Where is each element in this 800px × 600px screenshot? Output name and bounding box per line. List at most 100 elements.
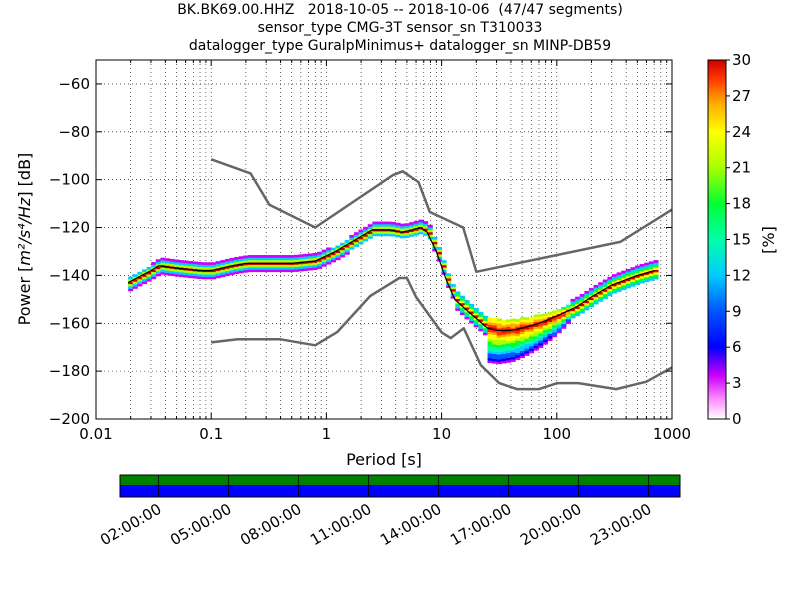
- ppsd-cell: [542, 341, 548, 345]
- colorbar-tick-label: 21: [732, 159, 751, 177]
- ppsd-cell: [538, 342, 544, 346]
- ppsd-cell: [450, 291, 456, 294]
- ppsd-cell: [344, 240, 350, 243]
- ppsd-cell: [598, 284, 604, 288]
- ppsd-cell: [616, 274, 622, 278]
- ppsd-cell: [409, 234, 415, 237]
- ppsd-cell: [648, 275, 654, 279]
- ppsd-cell: [376, 233, 383, 237]
- ppsd-cell: [243, 260, 249, 263]
- ppsd-cell: [644, 269, 650, 273]
- ppsd-cell: [533, 336, 539, 339]
- ppsd-cell: [326, 257, 332, 260]
- ppsd-cell: [542, 322, 548, 326]
- ppsd-cell: [289, 259, 295, 263]
- ppsd-cell: [395, 225, 401, 228]
- ppsd-cell: [556, 323, 562, 327]
- ppsd-cell: [188, 275, 194, 279]
- ppsd-cell: [321, 259, 327, 262]
- ppsd-cell: [515, 347, 521, 351]
- new-high-noise-model-line: [210, 158, 672, 274]
- ppsd-cell: [630, 269, 636, 273]
- ppsd-cell: [533, 345, 539, 349]
- ppsd-cell: [252, 269, 258, 273]
- ppsd-cell: [529, 343, 535, 347]
- ppsd-cell: [552, 324, 558, 328]
- ppsd-cell: [390, 233, 396, 237]
- ppsd-cell: [621, 277, 627, 281]
- ppsd-cell: [201, 274, 207, 277]
- ppsd-cell: [505, 336, 512, 339]
- ppsd-cell: [418, 219, 424, 223]
- ppsd-cell: [478, 314, 484, 317]
- ppsd-cell: [229, 265, 235, 268]
- ppsd-cell: [653, 262, 659, 266]
- ppsd-cell: [197, 273, 203, 277]
- ppsd-cell: [487, 353, 493, 356]
- ppsd-cell: [247, 257, 254, 261]
- ppsd-cell: [280, 269, 286, 273]
- ppsd-cell: [616, 284, 622, 288]
- ppsd-cell: [565, 304, 571, 308]
- ppsd-cell: [164, 263, 171, 266]
- ppsd-cell: [432, 244, 438, 247]
- ppsd-cell: [280, 259, 286, 263]
- ppsd-cell: [326, 249, 332, 253]
- x-tick-label: 10: [432, 425, 451, 443]
- ppsd-cell: [464, 302, 470, 306]
- ppsd-cell: [501, 348, 507, 352]
- ppsd-cell: [141, 271, 148, 275]
- ppsd-cell: [533, 321, 539, 325]
- ppsd-cell: [188, 270, 194, 274]
- ppsd-cell: [648, 261, 654, 265]
- y-tick-label: −80: [58, 123, 90, 141]
- ppsd-cell: [492, 322, 498, 326]
- ppsd-cell: [501, 351, 507, 354]
- ppsd-cell: [155, 261, 161, 265]
- title-line-1: BK.BK69.00.HHZ 2018-10-05 -- 2018-10-06 …: [177, 2, 623, 18]
- ppsd-cell: [510, 323, 516, 327]
- y-tick-label: −100: [49, 171, 90, 189]
- ppsd-cell: [505, 321, 512, 325]
- ppsd-cell: [298, 254, 304, 258]
- ppsd-cell: [215, 270, 221, 274]
- ppsd-cell: [538, 314, 544, 317]
- ppsd-cell: [621, 273, 627, 276]
- colorbar-tick-label: 24: [732, 123, 751, 141]
- ppsd-cell: [247, 267, 254, 270]
- ppsd-cell: [552, 322, 558, 326]
- ppsd-cell: [611, 276, 618, 280]
- ppsd-cell: [653, 267, 659, 270]
- ppsd-cell: [261, 259, 267, 263]
- ppsd-cell: [469, 308, 475, 312]
- ppsd-cell: [625, 271, 631, 275]
- ppsd-cell: [220, 267, 226, 270]
- ppsd-cell: [482, 332, 489, 336]
- ppsd-cell: [552, 327, 558, 331]
- ppsd-cell: [501, 332, 507, 335]
- ppsd-cell: [363, 234, 369, 237]
- ppsd-cell: [201, 271, 207, 275]
- ppsd-cell: [280, 267, 286, 270]
- ppsd-cell: [459, 298, 465, 301]
- ppsd-cell: [294, 264, 300, 268]
- ppsd-cell: [275, 267, 281, 270]
- ppsd-cell: [634, 279, 641, 283]
- ppsd-cell: [496, 361, 502, 365]
- ppsd-cell: [533, 340, 539, 344]
- ppsd-cell: [644, 267, 650, 271]
- ppsd-cell: [372, 223, 378, 227]
- ppsd-cell: [648, 263, 654, 267]
- ppsd-cell: [390, 231, 396, 235]
- ppsd-cell: [155, 259, 161, 262]
- ppsd-cell: [151, 262, 157, 265]
- ppsd-cell: [321, 261, 327, 265]
- ppsd-cell: [602, 289, 608, 292]
- ppsd-cell: [496, 328, 502, 331]
- ppsd-cell: [510, 352, 516, 355]
- ppsd-cell: [206, 276, 212, 280]
- ppsd-cell: [174, 264, 180, 268]
- ppsd-cell: [372, 231, 378, 234]
- ppsd-cell: [409, 226, 415, 230]
- ppsd-cell: [487, 324, 493, 328]
